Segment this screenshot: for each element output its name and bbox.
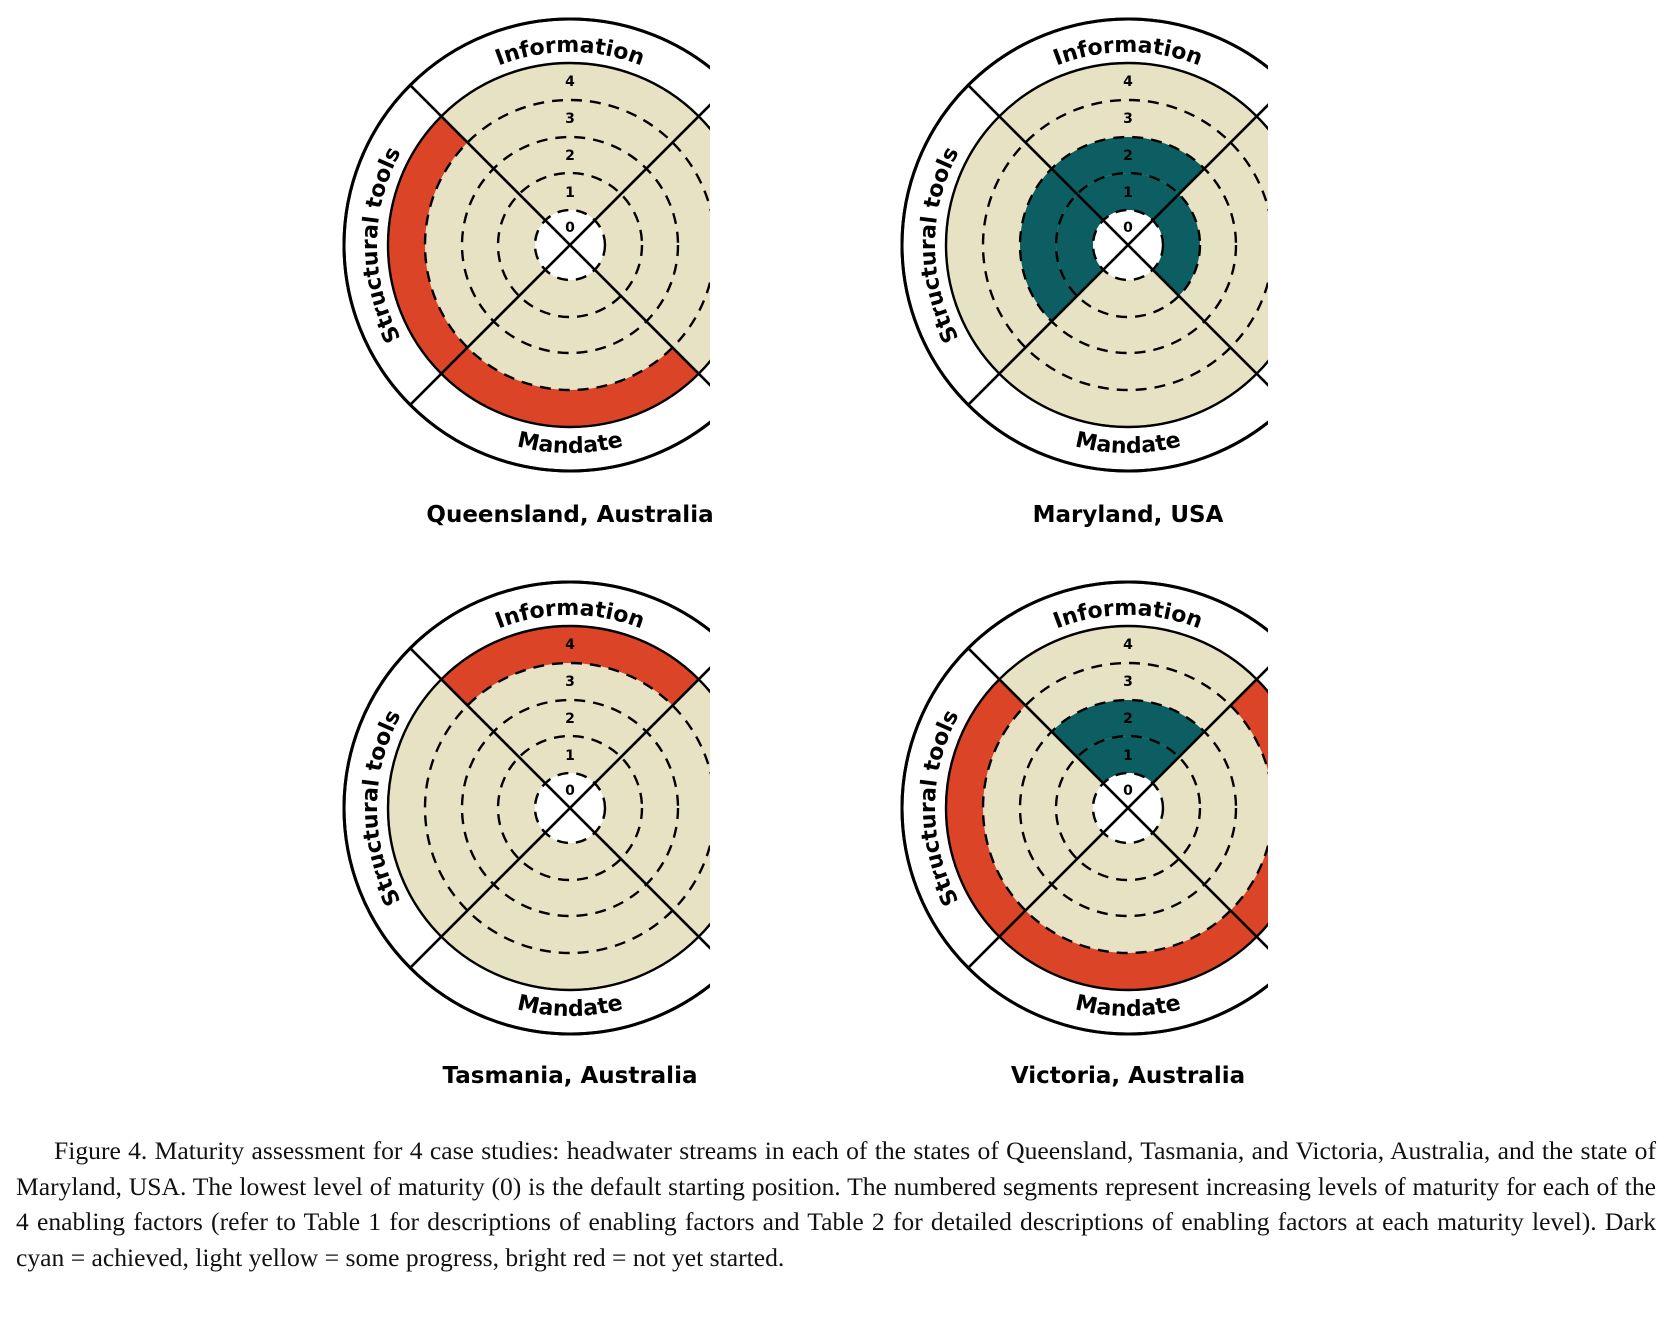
- level-number-1: 1: [1123, 748, 1133, 764]
- level-boundary-1: [1091, 771, 1165, 845]
- level-boundary-3: [460, 135, 680, 355]
- level-boundary-3: [460, 698, 680, 918]
- level-number-4: 4: [1123, 637, 1133, 653]
- level-boundary-2: [1054, 734, 1202, 882]
- outer-edge: [900, 17, 1268, 473]
- level-number-bg: [563, 781, 577, 797]
- level-boundary-2: [496, 734, 644, 882]
- level-number-2: 2: [1123, 148, 1133, 164]
- panel-title-tasmania: Tasmania, Australia: [442, 1063, 698, 1089]
- divider-line-2: [409, 647, 710, 950]
- level-number-3: 3: [1123, 674, 1133, 690]
- disc-edge: [944, 61, 1268, 429]
- level-number-1: 1: [565, 185, 575, 201]
- level-number-0: 0: [1123, 220, 1133, 236]
- level-number-4: 4: [565, 74, 575, 90]
- disc-edge: [386, 624, 710, 992]
- level-boundary-3: [1018, 698, 1238, 918]
- level-number-2: 2: [565, 711, 575, 727]
- level-number-bg: [1121, 218, 1135, 234]
- level-number-4: 4: [1123, 74, 1133, 90]
- outer-edge: [342, 580, 710, 1036]
- outer-edge: [342, 17, 710, 473]
- level-number-3: 3: [1123, 111, 1133, 127]
- level-boundary-2: [496, 171, 644, 319]
- figure-caption: Figure 4. Maturity assessment for 4 case…: [16, 1133, 1656, 1275]
- segment-information-level-2: [1051, 700, 1205, 758]
- level-number-2: 2: [565, 148, 575, 164]
- segment-mandate-level-4: [999, 910, 1257, 990]
- segment-information-level-4: [441, 626, 699, 706]
- segment-mandate-level-4: [441, 347, 699, 427]
- caption-text: Figure 4. Maturity assessment for 4 case…: [16, 1136, 1656, 1272]
- divider-line-2: [409, 84, 710, 387]
- level-number-0: 0: [565, 220, 575, 236]
- level-number-3: 3: [565, 111, 575, 127]
- divider-line-2: [967, 647, 1268, 950]
- segment-structural-tools-level-1: [1056, 194, 1104, 296]
- segment-structural-tools-level-4: [946, 679, 1026, 937]
- level-number-1: 1: [1123, 185, 1133, 201]
- outer-edge: [900, 580, 1268, 1036]
- divider-line-2: [967, 84, 1268, 387]
- level-number-bg: [1121, 781, 1135, 797]
- disc-edge: [386, 61, 710, 429]
- segment-information-level-1: [1077, 173, 1179, 221]
- level-number-1: 1: [565, 748, 575, 764]
- segment-information-level-1: [1077, 736, 1179, 784]
- level-number-2: 2: [1123, 711, 1133, 727]
- segment-information-level-2: [1051, 137, 1205, 195]
- level-number-0: 0: [1123, 783, 1133, 799]
- segment-structural-tools-level-2: [1020, 168, 1078, 322]
- level-number-3: 3: [565, 674, 575, 690]
- panel-title-maryland: Maryland, USA: [1032, 502, 1224, 528]
- level-boundary-2: [1054, 171, 1202, 319]
- segment-structural-tools-level-4: [388, 116, 468, 374]
- disc-edge: [944, 624, 1268, 992]
- level-boundary-1: [533, 771, 607, 845]
- segment-capacity-level-1: [1152, 194, 1200, 296]
- level-boundary-1: [533, 208, 607, 282]
- panel-title-queensland: Queensland, Australia: [426, 502, 714, 528]
- level-boundary-1: [1091, 208, 1165, 282]
- level-number-0: 0: [565, 783, 575, 799]
- level-boundary-3: [1018, 135, 1238, 355]
- level-number-bg: [563, 218, 577, 234]
- panel-title-victoria: Victoria, Australia: [1010, 1063, 1246, 1089]
- level-number-4: 4: [565, 637, 575, 653]
